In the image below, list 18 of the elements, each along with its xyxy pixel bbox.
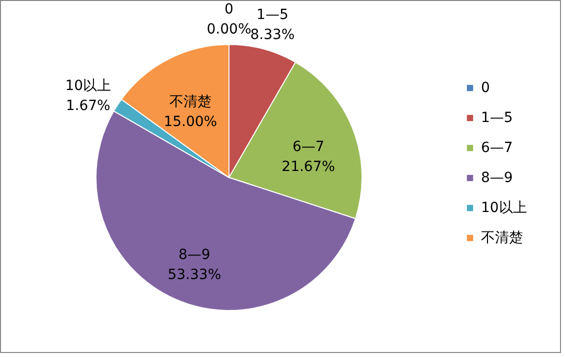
data-label: 21.67% bbox=[282, 159, 336, 176]
legend-label: 10以上 bbox=[481, 200, 527, 216]
data-label: 1.67% bbox=[66, 98, 110, 114]
data-label: 15.00% bbox=[164, 114, 218, 130]
legend-label: 1—5 bbox=[481, 110, 513, 126]
legend-label: 8—9 bbox=[481, 170, 513, 186]
slice-label: 不清楚 bbox=[169, 94, 212, 110]
text: 0.00% bbox=[206, 22, 252, 38]
category-label: 0 bbox=[224, 2, 234, 18]
slice-label: 10以上 bbox=[65, 78, 112, 94]
data-label: 53.33% bbox=[168, 267, 222, 284]
slice-label: 8—9 bbox=[178, 247, 210, 264]
slice-label: 1—5 bbox=[256, 7, 288, 24]
legend-label: 0 bbox=[481, 80, 490, 96]
data-label: 8.33% bbox=[250, 27, 295, 44]
slice-label: 6—7 bbox=[292, 139, 324, 156]
legend-label: 不清楚 bbox=[481, 230, 523, 246]
legend-label: 6—7 bbox=[481, 140, 513, 156]
